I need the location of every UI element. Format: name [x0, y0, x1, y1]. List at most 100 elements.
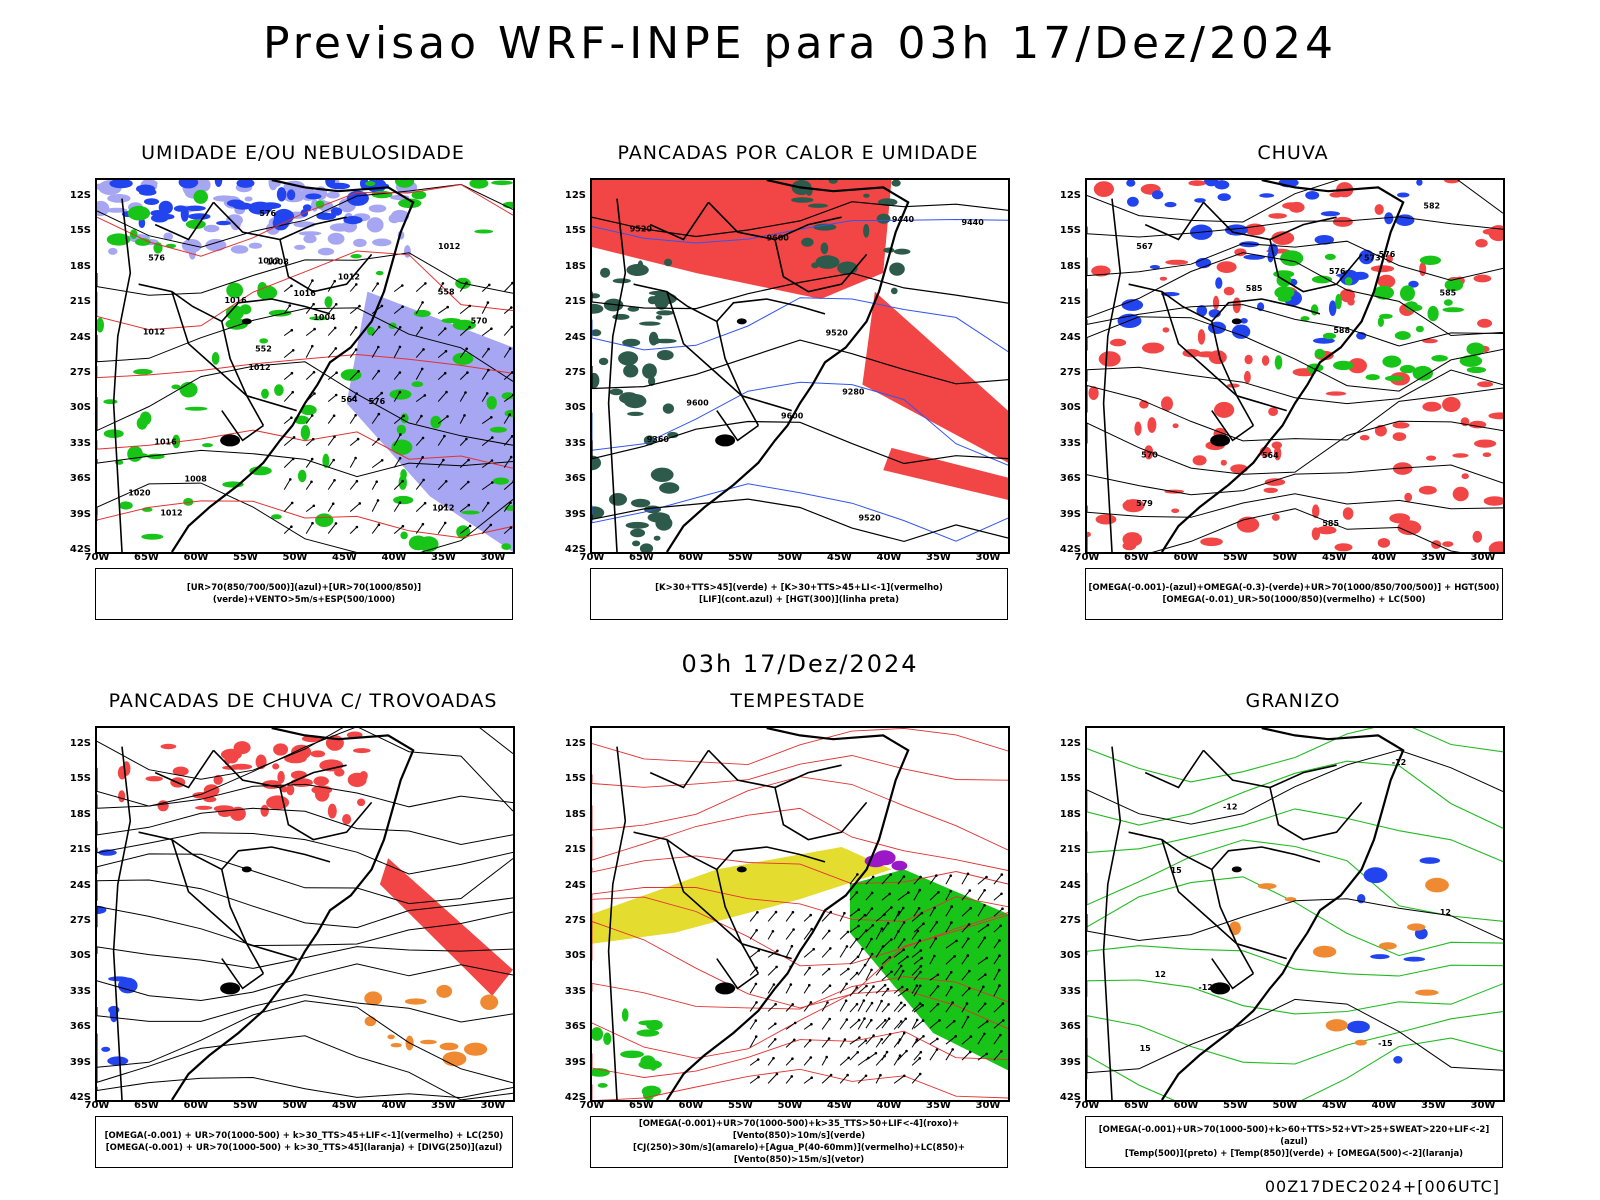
coastline-west — [1102, 198, 1122, 552]
contour-label: 9520 — [858, 513, 881, 522]
lat-tick-label: 42S — [564, 1092, 586, 1103]
contour-label: 9520 — [826, 328, 849, 337]
lon-tick-label: 40W — [381, 552, 407, 563]
lon-tick-label: 40W — [1371, 552, 1397, 563]
state-border — [171, 839, 265, 974]
contour-label: 1016 — [154, 437, 177, 446]
lat-tick-label: 24S — [564, 331, 586, 343]
lat-tick-label: 42S — [1059, 1092, 1081, 1103]
state-border — [1161, 291, 1255, 426]
lon-tick-label: 60W — [183, 1100, 209, 1111]
state-border — [246, 395, 297, 412]
thunder-red-north — [117, 731, 371, 825]
legend-line: [CJ(250)>30m/s](amarelo)+[Agua_P(40-60mm… — [632, 1143, 966, 1165]
contour-label: 564 — [1262, 451, 1279, 460]
contour-label: 570 — [471, 317, 488, 326]
map-frame — [95, 726, 515, 1102]
state-border — [1211, 321, 1238, 397]
state-border — [1211, 869, 1238, 945]
state-border — [741, 943, 792, 960]
lat-tick-label: 36S — [564, 1021, 586, 1033]
lake — [1231, 866, 1242, 873]
lon-tick-label: 65W — [629, 552, 654, 563]
panel-title: UMIDADE E/OU NEBULOSIDADE — [141, 142, 465, 164]
lat-tick-label: 42S — [69, 544, 91, 555]
coastline-west — [1102, 746, 1122, 1100]
panel-umidade: UMIDADE E/OU NEBULOSIDADE 1012 1012 1012 101… — [65, 138, 541, 640]
state-border — [633, 283, 826, 323]
state-border — [154, 749, 215, 789]
lat-tick-label: 15S — [69, 773, 91, 785]
temp500-contours — [1087, 749, 1503, 1074]
state-border — [716, 869, 743, 945]
panel-pancadas_trovoadas: PANCADAS DE CHUVA C/ TROVOADAS 12S 15S 18S 2… — [65, 686, 541, 1188]
map-canvas — [592, 728, 1008, 1100]
lat-tick-label: 36S — [564, 473, 586, 485]
wind850-vectors-south — [749, 910, 924, 1084]
lon-tick-label: 60W — [183, 552, 209, 563]
panel-title: CHUVA — [1257, 142, 1329, 164]
lat-tick-label: 30S — [69, 950, 91, 962]
lon-tick-label: 35W — [1421, 1100, 1446, 1111]
lat-tick-label: 42S — [69, 1092, 91, 1103]
lon-tick-label: 30W — [975, 552, 1001, 563]
lagoon — [715, 982, 736, 995]
state-border — [221, 410, 264, 442]
lat-tick-label: 21S — [564, 844, 586, 856]
hgt500-contours — [1087, 180, 1503, 552]
lon-tick-label: 70W — [1074, 1100, 1100, 1111]
humidity-green — [97, 180, 513, 552]
lon-tick-label: 60W — [1173, 552, 1199, 563]
map-geography — [1102, 180, 1405, 552]
contour-label: 558 — [438, 287, 455, 296]
contour-label: 1012 — [248, 363, 270, 372]
lon-tick-label: 60W — [678, 552, 704, 563]
lat-tick-label: 12S — [564, 190, 586, 201]
lon-tick-label: 45W — [1322, 1100, 1347, 1111]
contour-label: 1020 — [128, 489, 151, 498]
lon-tick-label: 55W — [233, 1100, 258, 1111]
map-geography — [607, 180, 910, 552]
coastline — [1160, 728, 1405, 1100]
lat-tick-label: 18S — [69, 260, 91, 272]
legend-box: [OMEGA(-0.001)+UR>70(1000-500)+k>60+TTS>… — [1085, 1116, 1503, 1168]
lat-tick-label: 30S — [69, 402, 91, 414]
lon-tick-label: 65W — [134, 1100, 159, 1111]
contour-label: 1012 — [438, 242, 460, 251]
lon-tick-label: 30W — [480, 552, 506, 563]
coastline — [170, 728, 415, 1100]
legend-box: [OMEGA(-0.001)+UR>70(1000-500)+k>35_TTS>… — [590, 1116, 1008, 1168]
lake — [1231, 318, 1242, 325]
lon-tick-label: 40W — [1371, 1100, 1397, 1111]
map-geography — [112, 180, 415, 552]
lat-tick-label: 24S — [69, 331, 91, 343]
contour-label: -12 — [1198, 983, 1212, 992]
lon-tick-label: 55W — [728, 552, 753, 563]
lat-tick-label: 36S — [1059, 473, 1081, 485]
main-title: Previsao WRF-INPE para 03h 17/Dez/2024 — [263, 18, 1337, 69]
mid-date-label: 03h 17/Dez/2024 — [681, 650, 919, 678]
contour-label: 582 — [1423, 202, 1440, 211]
lon-tick-label: 30W — [1470, 1100, 1496, 1111]
hail-blue — [1346, 857, 1441, 1064]
panel-chuva: CHUVA 585 585 585 582 579 576 573 570 567 564 576 58… — [1055, 138, 1531, 640]
lat-tick-label: 21S — [69, 296, 91, 308]
panel-pancadas_calor: PANCADAS POR CALOR E UMIDADE 9600 9600 9600… — [560, 138, 1036, 640]
lon-tick-label: 45W — [827, 552, 852, 563]
lon-tick-label: 45W — [1322, 552, 1347, 563]
state-border — [649, 201, 710, 241]
lat-tick-label: 27S — [564, 915, 586, 926]
panel-title: GRANIZO — [1245, 690, 1341, 712]
contour-label: 585 — [1440, 288, 1457, 297]
coastline — [1160, 180, 1405, 552]
lon-tick-label: 65W — [134, 552, 159, 563]
contour-label: 570 — [1141, 450, 1158, 459]
lon-tick-label: 40W — [876, 1100, 902, 1111]
state-border — [1236, 943, 1287, 960]
legend-line: [UR>70(850/700/500)](azul)+[UR>70(1000/8… — [186, 583, 422, 605]
contour-label: 1008 — [185, 475, 208, 484]
state-border — [707, 749, 842, 789]
panel-title: PANCADAS DE CHUVA C/ TROVOADAS — [108, 690, 498, 712]
